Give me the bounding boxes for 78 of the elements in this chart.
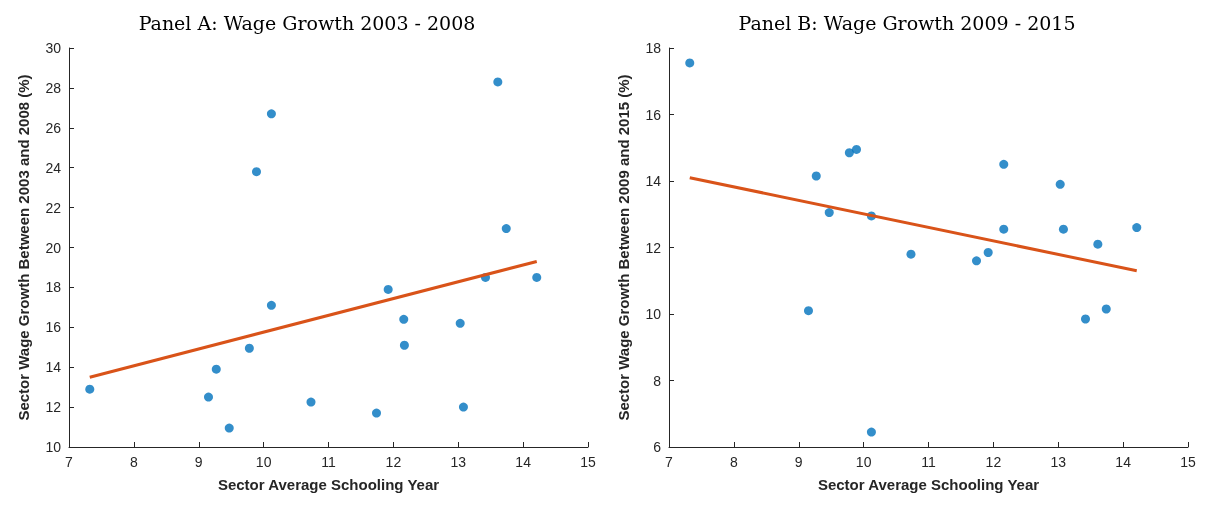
- y-tick-label: 20: [45, 239, 62, 256]
- point: [1093, 239, 1103, 249]
- x-tick-label: 10: [855, 454, 872, 470]
- point: [852, 144, 861, 154]
- x-tick-label: 15: [580, 454, 596, 470]
- point: [224, 423, 234, 433]
- point: [372, 408, 382, 418]
- y-tick-label: 10: [45, 439, 62, 455]
- point: [1058, 224, 1068, 234]
- y-tick-label: 24: [45, 159, 62, 176]
- point: [455, 318, 465, 328]
- point: [983, 247, 993, 257]
- x-tick-label: 9: [194, 454, 203, 470]
- x-tick-label: 8: [129, 454, 138, 470]
- point: [203, 392, 213, 402]
- point: [501, 224, 511, 234]
- x-tick-label: 14: [1115, 454, 1132, 470]
- y-tick-label: 6: [653, 439, 662, 455]
- y-axis-title: Sector Wage Growth Between 2009 and 2015 (%): [615, 74, 632, 421]
- x-tick-label: 9: [794, 454, 803, 470]
- point: [999, 224, 1009, 234]
- point: [972, 256, 982, 266]
- point: [811, 171, 821, 181]
- chart-title: Panel A: Wage Growth 2003 - 2008: [138, 11, 476, 34]
- point: [458, 402, 468, 412]
- y-tick-label: 16: [645, 106, 662, 123]
- point: [399, 340, 409, 350]
- y-tick-label: 14: [645, 173, 662, 189]
- point: [999, 159, 1009, 169]
- point: [1081, 314, 1090, 324]
- x-tick-label: 12: [385, 454, 402, 470]
- x-axis-title: Sector Average Schooling Year: [817, 476, 1040, 493]
- point: [85, 384, 95, 394]
- point: [266, 300, 276, 310]
- x-tick-label: 13: [450, 454, 467, 470]
- x-tick-label: 13: [1050, 454, 1067, 470]
- chart-title: Panel B: Wage Growth 2009 - 2015: [738, 11, 1076, 34]
- x-tick-label: 7: [665, 454, 674, 470]
- y-tick-label: 8: [653, 372, 662, 389]
- point: [844, 148, 854, 158]
- point: [906, 249, 916, 259]
- point: [252, 167, 261, 177]
- point: [244, 343, 254, 353]
- point: [493, 77, 503, 87]
- y-tick-label: 30: [45, 40, 62, 56]
- y-tick-label: 16: [45, 319, 62, 336]
- point: [824, 208, 834, 218]
- point: [383, 284, 393, 294]
- point: [306, 397, 316, 407]
- point: [211, 364, 221, 374]
- x-tick-label: 11: [921, 454, 936, 470]
- point: [532, 272, 542, 282]
- x-tick-label: 14: [515, 454, 532, 470]
- y-tick-label: 28: [45, 79, 62, 96]
- y-axis-title: Sector Wage Growth Between 2003 and 2008 (%): [15, 74, 32, 421]
- y-tick-label: 12: [645, 239, 662, 256]
- x-tick-label: 15: [1180, 454, 1196, 470]
- point: [1132, 223, 1142, 233]
- y-tick-label: 22: [45, 199, 62, 216]
- x-tick-label: 7: [65, 454, 74, 470]
- point: [803, 306, 813, 316]
- x-axis-title: Sector Average Schooling Year: [217, 476, 440, 493]
- x-tick-label: 8: [729, 454, 738, 470]
- point: [685, 58, 695, 68]
- y-tick-label: 18: [645, 40, 662, 56]
- point: [266, 109, 276, 119]
- y-tick-label: 10: [645, 306, 662, 322]
- y-tick-label: 14: [45, 359, 62, 376]
- point: [1101, 304, 1111, 314]
- point: [399, 314, 409, 324]
- x-tick-label: 10: [255, 454, 272, 470]
- y-tick-label: 26: [45, 119, 62, 136]
- x-tick-label: 12: [985, 454, 1002, 470]
- point: [866, 427, 876, 437]
- y-tick-label: 12: [45, 399, 62, 416]
- y-tick-label: 18: [45, 279, 62, 296]
- x-tick-label: 11: [321, 454, 336, 470]
- point: [1055, 179, 1065, 189]
